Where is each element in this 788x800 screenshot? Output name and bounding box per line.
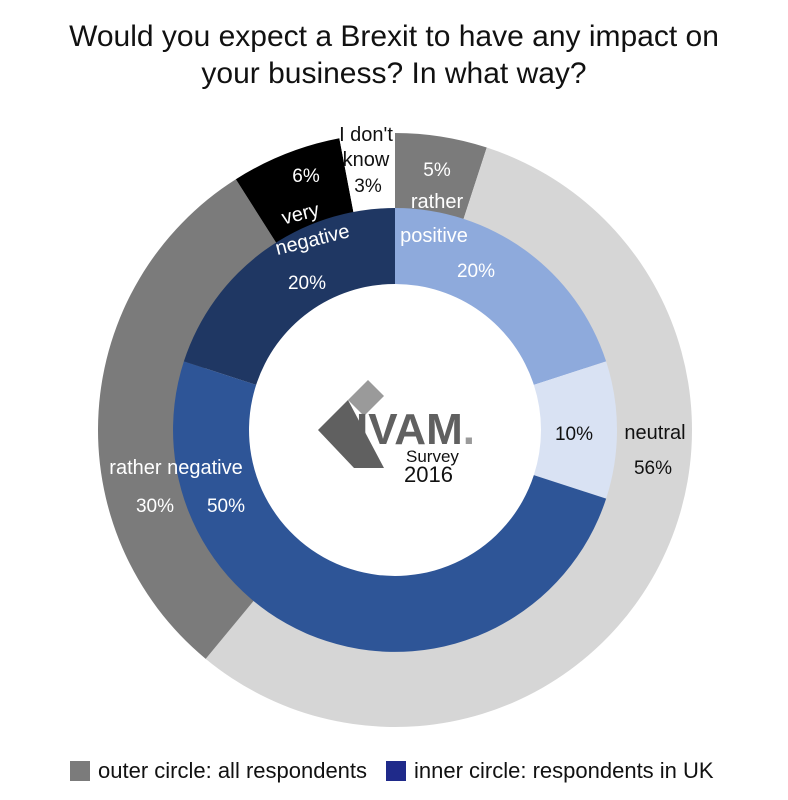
inner-slice-rather-positive — [395, 208, 607, 385]
label-inner-rather-positive-word: positive — [400, 225, 468, 247]
legend-item-outer: outer circle: all respondents — [70, 758, 367, 784]
legend-label-outer: outer circle: all respondents — [98, 758, 368, 783]
label-dont-know-line-2: know — [343, 149, 390, 171]
chart-title: Would you expect a Brexit to have any im… — [0, 18, 788, 92]
inner-slice-rather-negative — [173, 361, 607, 652]
label-very-negative-value: 6% — [292, 166, 320, 187]
label-outer-neutral-value: 56% — [634, 458, 672, 479]
inner-slice-neutral — [533, 361, 617, 499]
label-neutral-word: neutral — [624, 422, 685, 444]
logo-year: 2016 — [404, 462, 453, 487]
inner-slice-very-negative — [183, 208, 395, 385]
label-inner-neutral-value: 10% — [555, 424, 593, 445]
ivam-logo: IVAM. Survey 2016 — [318, 380, 475, 487]
outer-slice-i-don-t-know — [339, 133, 395, 234]
logo-chevron-dark — [318, 400, 384, 468]
chart-title-line-1: Would you expect a Brexit to have any im… — [69, 20, 719, 53]
label-outer-rather-positive-value: 5% — [423, 160, 451, 181]
label-dont-know-line-1: I don't — [339, 124, 393, 146]
logo-brand: IVAM. — [356, 405, 475, 454]
outer-slice-neutral — [205, 147, 693, 728]
chart-title-line-2: your business? In what way? — [201, 57, 587, 90]
legend: outer circle: all respondents inner circ… — [0, 758, 788, 788]
label-inner-rather-positive-value: 20% — [457, 261, 495, 282]
legend-label-inner: inner circle: respondents in UK — [414, 758, 714, 783]
label-outer-rather-positive-word: rather — [411, 191, 464, 213]
label-inner-rather-negative-value: 50% — [207, 496, 245, 517]
logo-chevron-light — [348, 380, 384, 416]
label-outer-rather-negative-value: 30% — [136, 496, 174, 517]
logo-survey: Survey — [406, 447, 459, 466]
logo-brand-dot: . — [463, 405, 475, 454]
legend-item-inner: inner circle: respondents in UK — [386, 758, 714, 784]
legend-swatch-outer — [70, 761, 90, 781]
label-rather-negative-word: rather negative — [109, 457, 242, 479]
inner-ring — [173, 208, 617, 652]
label-inner-very-negative-value: 20% — [288, 273, 326, 294]
logo-brand-ivam: IVAM — [356, 405, 463, 454]
legend-swatch-inner — [386, 761, 406, 781]
label-dont-know-value: 3% — [354, 176, 382, 197]
